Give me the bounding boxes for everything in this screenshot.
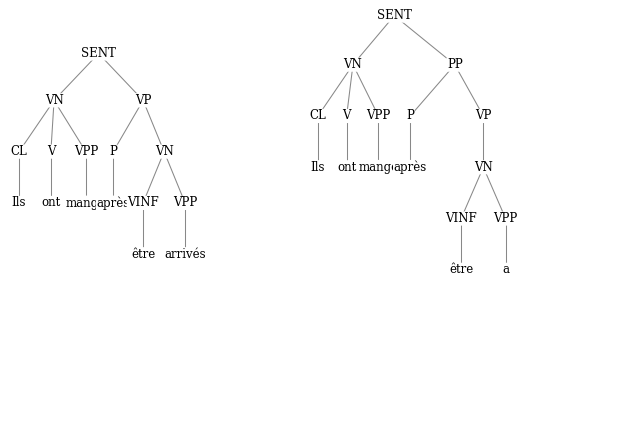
Text: être: être	[131, 248, 155, 261]
Text: PP: PP	[447, 58, 462, 71]
Text: VP: VP	[135, 94, 151, 107]
Text: VPP: VPP	[74, 145, 98, 158]
Text: VP: VP	[475, 109, 492, 123]
Text: CL: CL	[11, 145, 27, 158]
Text: VN: VN	[155, 145, 174, 158]
Text: VN: VN	[45, 94, 64, 107]
Text: arrivés: arrivés	[164, 248, 206, 261]
Text: V: V	[342, 109, 351, 123]
Text: ont: ont	[41, 196, 60, 210]
Text: P: P	[109, 145, 117, 158]
Text: a: a	[502, 263, 509, 277]
Text: VN: VN	[474, 161, 493, 174]
Text: VPP: VPP	[366, 109, 391, 123]
Text: CL: CL	[310, 109, 326, 123]
Text: VPP: VPP	[494, 212, 518, 225]
Text: VINF: VINF	[445, 212, 477, 225]
Text: Ils: Ils	[311, 161, 325, 174]
Text: SENT: SENT	[81, 47, 116, 60]
Text: ont: ont	[337, 161, 356, 174]
Text: VINF: VINF	[127, 196, 159, 210]
Text: Ils: Ils	[12, 196, 26, 210]
Text: VPP: VPP	[173, 196, 197, 210]
Text: mangé: mangé	[358, 161, 399, 174]
Text: après: après	[97, 196, 130, 210]
Text: être: être	[449, 263, 473, 277]
Text: P: P	[406, 109, 414, 123]
Text: VN: VN	[343, 58, 363, 71]
Text: V: V	[46, 145, 55, 158]
Text: après: après	[394, 161, 427, 174]
Text: SENT: SENT	[377, 9, 411, 22]
Text: mangé: mangé	[66, 196, 106, 210]
